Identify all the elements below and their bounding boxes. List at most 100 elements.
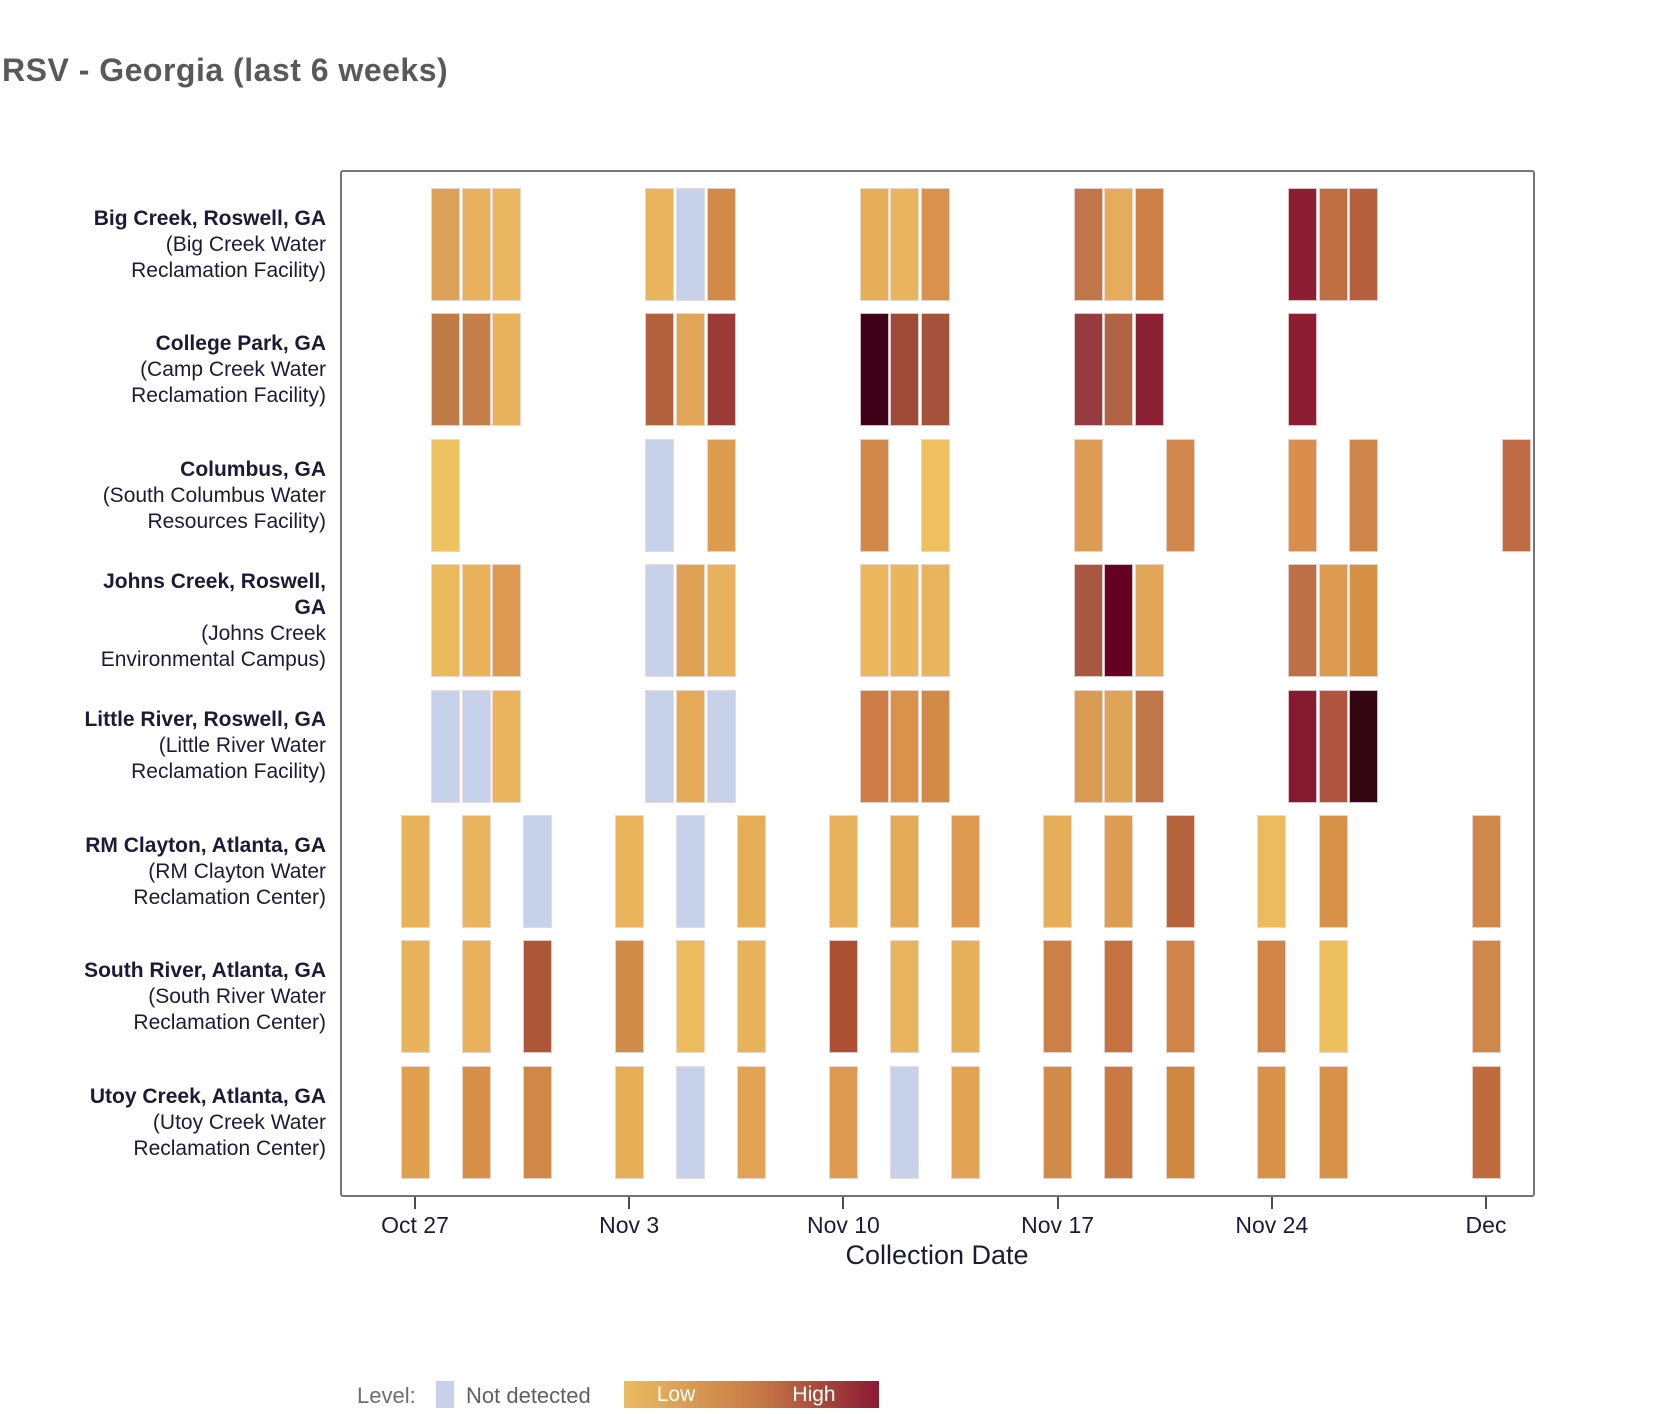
heatmap-tile[interactable]: [706, 689, 736, 803]
heatmap-tile[interactable]: [492, 313, 522, 427]
heatmap-tile[interactable]: [1318, 940, 1348, 1054]
heatmap-tile[interactable]: [1257, 940, 1287, 1054]
heatmap-tile[interactable]: [859, 188, 889, 301]
heatmap-tile[interactable]: [920, 313, 950, 427]
heatmap-tile[interactable]: [461, 313, 491, 427]
heatmap-tile[interactable]: [614, 1065, 644, 1179]
heatmap-tile[interactable]: [522, 815, 552, 928]
heatmap-tile[interactable]: [645, 689, 675, 803]
heatmap-tile[interactable]: [1471, 1065, 1501, 1179]
heatmap-tile[interactable]: [461, 689, 491, 803]
heatmap-tile[interactable]: [1043, 940, 1073, 1054]
heatmap-tile[interactable]: [859, 313, 889, 427]
heatmap-tile[interactable]: [1287, 689, 1317, 803]
heatmap-tile[interactable]: [890, 940, 920, 1054]
heatmap-tile[interactable]: [890, 564, 920, 678]
heatmap-tile[interactable]: [1287, 188, 1317, 301]
heatmap-tile[interactable]: [1471, 940, 1501, 1054]
heatmap-tile[interactable]: [828, 815, 858, 928]
heatmap-tile[interactable]: [492, 188, 522, 301]
heatmap-tile[interactable]: [1287, 564, 1317, 678]
heatmap-tile[interactable]: [400, 815, 430, 928]
heatmap-tile[interactable]: [1318, 564, 1348, 678]
heatmap-tile[interactable]: [431, 313, 461, 427]
heatmap-tile[interactable]: [1104, 940, 1134, 1054]
heatmap-tile[interactable]: [1043, 815, 1073, 928]
heatmap-tile[interactable]: [492, 689, 522, 803]
heatmap-tile[interactable]: [1502, 438, 1532, 552]
heatmap-tile[interactable]: [400, 940, 430, 1054]
heatmap-tile[interactable]: [737, 1065, 767, 1179]
heatmap-tile[interactable]: [1104, 1065, 1134, 1179]
heatmap-tile[interactable]: [951, 1065, 981, 1179]
heatmap-tile[interactable]: [1257, 1065, 1287, 1179]
heatmap-tile[interactable]: [1104, 188, 1134, 301]
heatmap-tile[interactable]: [859, 438, 889, 552]
heatmap-tile[interactable]: [1287, 438, 1317, 552]
heatmap-tile[interactable]: [1104, 689, 1134, 803]
heatmap-tile[interactable]: [675, 564, 705, 678]
heatmap-tile[interactable]: [1471, 815, 1501, 928]
heatmap-tile[interactable]: [431, 438, 461, 552]
heatmap-tile[interactable]: [890, 689, 920, 803]
heatmap-tile[interactable]: [461, 188, 491, 301]
heatmap-tile[interactable]: [1318, 188, 1348, 301]
heatmap-tile[interactable]: [431, 564, 461, 678]
heatmap-tile[interactable]: [1073, 564, 1103, 678]
heatmap-tile[interactable]: [461, 940, 491, 1054]
heatmap-tile[interactable]: [675, 815, 705, 928]
heatmap-tile[interactable]: [951, 815, 981, 928]
heatmap-tile[interactable]: [1349, 564, 1379, 678]
heatmap-tile[interactable]: [1134, 188, 1164, 301]
heatmap-tile[interactable]: [706, 313, 736, 427]
heatmap-tile[interactable]: [706, 564, 736, 678]
heatmap-tile[interactable]: [1165, 438, 1195, 552]
heatmap-tile[interactable]: [1318, 689, 1348, 803]
heatmap-tile[interactable]: [737, 940, 767, 1054]
heatmap-tile[interactable]: [1134, 564, 1164, 678]
heatmap-tile[interactable]: [1073, 188, 1103, 301]
heatmap-tile[interactable]: [522, 1065, 552, 1179]
heatmap-tile[interactable]: [1073, 438, 1103, 552]
heatmap-tile[interactable]: [461, 564, 491, 678]
heatmap-tile[interactable]: [890, 815, 920, 928]
heatmap-tile[interactable]: [828, 940, 858, 1054]
heatmap-tile[interactable]: [645, 564, 675, 678]
heatmap-tile[interactable]: [675, 1065, 705, 1179]
heatmap-tile[interactable]: [522, 940, 552, 1054]
heatmap-tile[interactable]: [1318, 1065, 1348, 1179]
heatmap-tile[interactable]: [1043, 1065, 1073, 1179]
heatmap-tile[interactable]: [492, 564, 522, 678]
heatmap-tile[interactable]: [859, 689, 889, 803]
heatmap-tile[interactable]: [645, 438, 675, 552]
heatmap-tile[interactable]: [1104, 815, 1134, 928]
heatmap-tile[interactable]: [1165, 940, 1195, 1054]
heatmap-tile[interactable]: [890, 1065, 920, 1179]
heatmap-tile[interactable]: [1134, 689, 1164, 803]
heatmap-tile[interactable]: [1165, 815, 1195, 928]
heatmap-tile[interactable]: [614, 940, 644, 1054]
heatmap-tile[interactable]: [675, 689, 705, 803]
heatmap-tile[interactable]: [1104, 313, 1134, 427]
heatmap-tile[interactable]: [1073, 689, 1103, 803]
heatmap-tile[interactable]: [1349, 438, 1379, 552]
heatmap-tile[interactable]: [1318, 815, 1348, 928]
heatmap-tile[interactable]: [859, 564, 889, 678]
heatmap-tile[interactable]: [461, 815, 491, 928]
heatmap-tile[interactable]: [400, 1065, 430, 1179]
heatmap-tile[interactable]: [1073, 313, 1103, 427]
heatmap-tile[interactable]: [645, 188, 675, 301]
heatmap-tile[interactable]: [920, 689, 950, 803]
heatmap-tile[interactable]: [431, 689, 461, 803]
heatmap-tile[interactable]: [920, 564, 950, 678]
heatmap-tile[interactable]: [1257, 815, 1287, 928]
heatmap-tile[interactable]: [675, 940, 705, 1054]
heatmap-tile[interactable]: [706, 438, 736, 552]
heatmap-tile[interactable]: [890, 188, 920, 301]
heatmap-tile[interactable]: [1349, 689, 1379, 803]
heatmap-tile[interactable]: [890, 313, 920, 427]
heatmap-tile[interactable]: [614, 815, 644, 928]
heatmap-tile[interactable]: [828, 1065, 858, 1179]
heatmap-tile[interactable]: [1104, 564, 1134, 678]
heatmap-tile[interactable]: [1349, 188, 1379, 301]
